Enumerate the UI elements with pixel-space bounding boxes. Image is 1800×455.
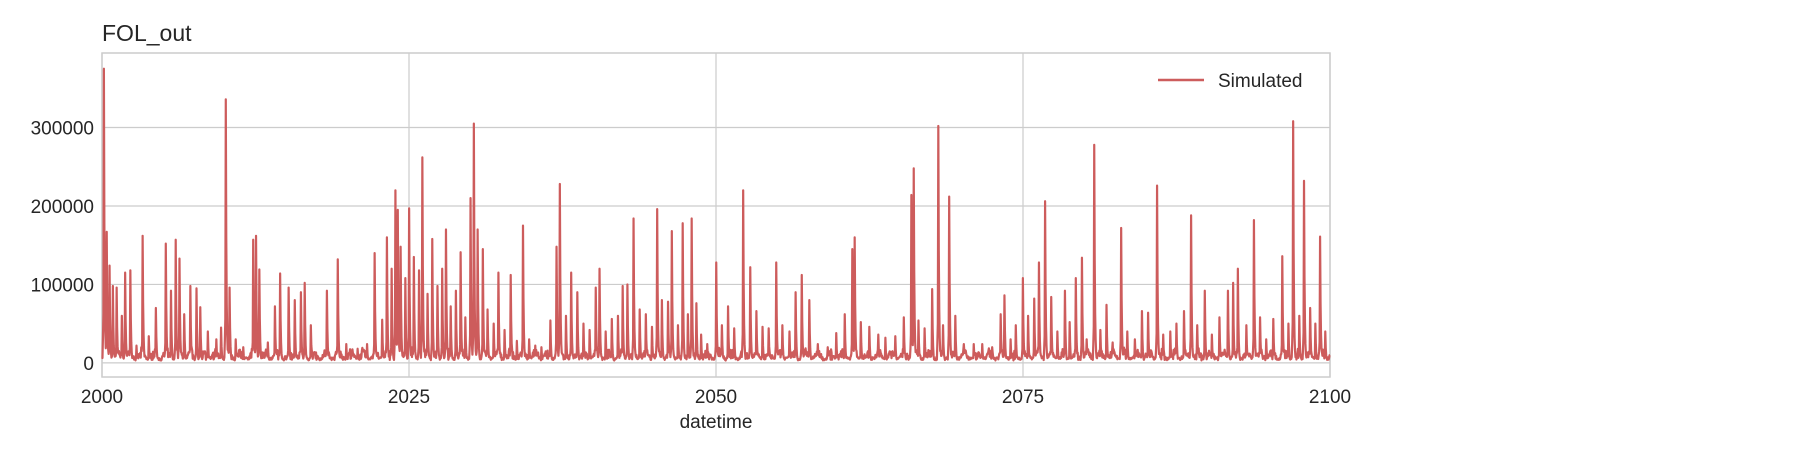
chart-title: FOL_out xyxy=(102,20,192,46)
y-tick-label: 300000 xyxy=(31,119,94,140)
y-tick-label: 0 xyxy=(83,354,94,375)
series-layer xyxy=(101,67,1331,362)
legend: Simulated xyxy=(1158,71,1303,92)
y-tick-label: 200000 xyxy=(31,197,94,218)
series-line-simulated xyxy=(101,67,1331,362)
plot-frame xyxy=(101,52,1331,378)
x-tick-label: 2000 xyxy=(81,387,123,408)
x-tick-label: 2100 xyxy=(1309,387,1351,408)
x-tick-label: 2025 xyxy=(388,387,430,408)
tick-labels: 2000 2025 2050 2075 2100 0 100000 200000 300000 xyxy=(31,119,1352,408)
x-tick-label: 2050 xyxy=(695,387,737,408)
y-tick-label: 100000 xyxy=(31,275,94,296)
x-axis-label: datetime xyxy=(680,412,753,433)
x-tick-label: 2075 xyxy=(1002,387,1044,408)
legend-label-simulated: Simulated xyxy=(1218,71,1303,92)
